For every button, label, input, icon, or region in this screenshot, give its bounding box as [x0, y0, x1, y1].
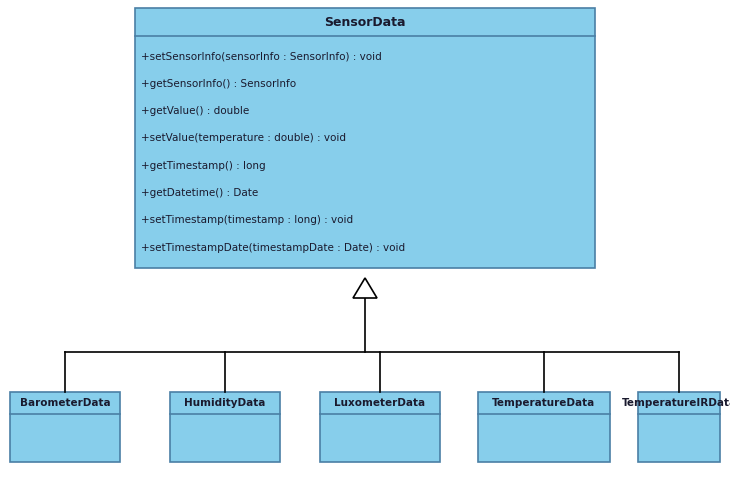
- Text: LuxometerData: LuxometerData: [334, 398, 426, 408]
- Text: TemperatureData: TemperatureData: [492, 398, 596, 408]
- Bar: [638, 392, 720, 462]
- Text: BarometerData: BarometerData: [20, 398, 110, 408]
- Text: +setValue(temperature : double) : void: +setValue(temperature : double) : void: [141, 133, 346, 143]
- Text: HumidityData: HumidityData: [184, 398, 266, 408]
- Text: +getDatetime() : Date: +getDatetime() : Date: [141, 188, 258, 198]
- Polygon shape: [353, 278, 377, 298]
- Bar: [320, 392, 440, 462]
- Bar: [478, 392, 610, 462]
- Text: +getSensorInfo() : SensorInfo: +getSensorInfo() : SensorInfo: [141, 79, 296, 89]
- Text: +setTimestamp(timestamp : long) : void: +setTimestamp(timestamp : long) : void: [141, 215, 353, 225]
- Text: +setSensorInfo(sensorInfo : SensorInfo) : void: +setSensorInfo(sensorInfo : SensorInfo) …: [141, 52, 382, 61]
- Text: +getTimestamp() : long: +getTimestamp() : long: [141, 161, 266, 170]
- Bar: [10, 392, 120, 462]
- Text: +getValue() : double: +getValue() : double: [141, 106, 249, 116]
- Text: TemperatureIRData: TemperatureIRData: [621, 398, 730, 408]
- Text: SensorData: SensorData: [324, 16, 406, 29]
- Bar: [135, 8, 595, 268]
- Text: +setTimestampDate(timestampDate : Date) : void: +setTimestampDate(timestampDate : Date) …: [141, 243, 405, 253]
- Bar: [170, 392, 280, 462]
